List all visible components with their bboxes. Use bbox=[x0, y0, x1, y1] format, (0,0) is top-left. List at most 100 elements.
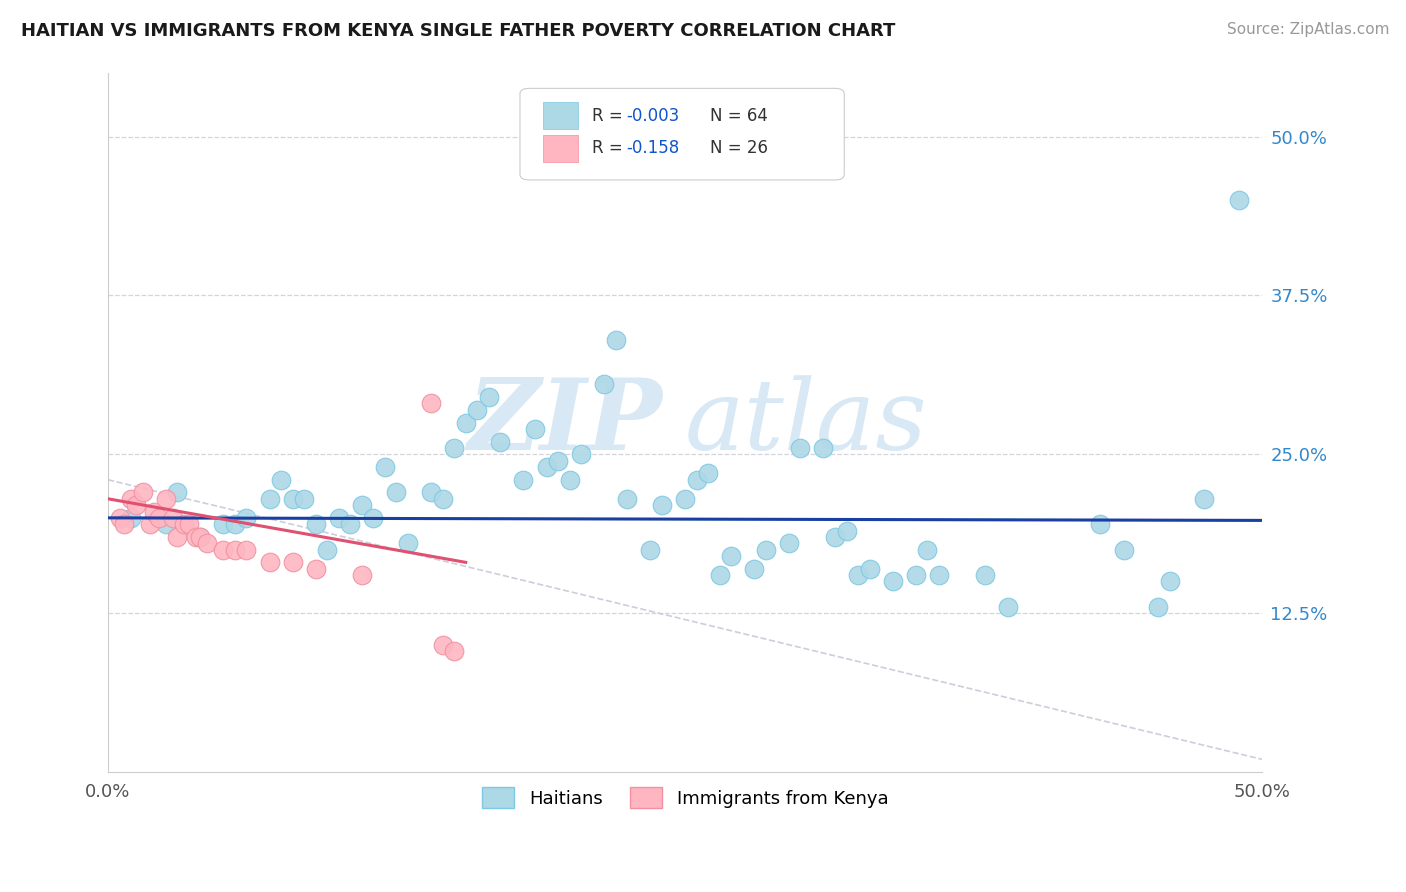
Point bbox=[1090, 517, 1112, 532]
Point bbox=[443, 644, 465, 658]
Point bbox=[212, 517, 235, 532]
Point bbox=[651, 498, 673, 512]
Point bbox=[305, 562, 328, 576]
Point bbox=[195, 536, 218, 550]
Text: -0.158: -0.158 bbox=[626, 139, 679, 158]
Point bbox=[846, 568, 869, 582]
Point bbox=[904, 568, 927, 582]
Point bbox=[478, 390, 501, 404]
Point bbox=[755, 542, 778, 557]
Point bbox=[188, 530, 211, 544]
Point bbox=[547, 453, 569, 467]
Point bbox=[270, 473, 292, 487]
Point bbox=[396, 536, 419, 550]
FancyBboxPatch shape bbox=[543, 136, 578, 161]
FancyBboxPatch shape bbox=[520, 88, 844, 180]
Point bbox=[166, 485, 188, 500]
Text: R =: R = bbox=[592, 139, 627, 158]
Point bbox=[512, 473, 534, 487]
Point bbox=[443, 441, 465, 455]
Legend: Haitians, Immigrants from Kenya: Haitians, Immigrants from Kenya bbox=[475, 780, 896, 815]
Point bbox=[859, 562, 882, 576]
Text: atlas: atlas bbox=[685, 375, 928, 470]
Point bbox=[742, 562, 765, 576]
Point bbox=[125, 498, 148, 512]
Point bbox=[685, 473, 707, 487]
Point bbox=[120, 511, 142, 525]
Point bbox=[997, 599, 1019, 614]
Point bbox=[974, 568, 997, 582]
Point bbox=[720, 549, 742, 563]
Point bbox=[184, 530, 207, 544]
Point bbox=[882, 574, 904, 589]
Point bbox=[363, 511, 385, 525]
Point bbox=[489, 434, 512, 449]
Point bbox=[374, 460, 396, 475]
Point bbox=[835, 524, 858, 538]
Point bbox=[824, 530, 846, 544]
Point bbox=[143, 504, 166, 518]
Point bbox=[385, 485, 408, 500]
Point bbox=[292, 491, 315, 506]
Point bbox=[138, 517, 160, 532]
Text: ZIP: ZIP bbox=[467, 375, 662, 471]
Text: R =: R = bbox=[592, 107, 627, 125]
Point bbox=[605, 333, 627, 347]
Point bbox=[177, 517, 200, 532]
Point bbox=[148, 511, 170, 525]
Point bbox=[212, 542, 235, 557]
Point bbox=[813, 441, 835, 455]
Point bbox=[305, 517, 328, 532]
Point bbox=[778, 536, 800, 550]
Point bbox=[673, 491, 696, 506]
FancyBboxPatch shape bbox=[543, 103, 578, 129]
Point bbox=[928, 568, 950, 582]
Point bbox=[120, 491, 142, 506]
Point bbox=[1112, 542, 1135, 557]
Point bbox=[432, 638, 454, 652]
Point bbox=[339, 517, 361, 532]
Point bbox=[789, 441, 811, 455]
Point bbox=[259, 491, 281, 506]
Point bbox=[155, 517, 177, 532]
Point bbox=[536, 460, 558, 475]
Point bbox=[1147, 599, 1170, 614]
Point bbox=[697, 467, 720, 481]
Point bbox=[235, 511, 257, 525]
Point bbox=[1194, 491, 1216, 506]
Point bbox=[224, 517, 246, 532]
Point bbox=[108, 511, 131, 525]
Point bbox=[166, 530, 188, 544]
Point bbox=[616, 491, 638, 506]
Text: -0.003: -0.003 bbox=[626, 107, 679, 125]
Point bbox=[420, 396, 443, 410]
Point bbox=[328, 511, 350, 525]
Point bbox=[558, 473, 581, 487]
Point bbox=[350, 568, 373, 582]
Point bbox=[224, 542, 246, 557]
Point bbox=[432, 491, 454, 506]
Point bbox=[917, 542, 939, 557]
Point bbox=[131, 485, 153, 500]
Point bbox=[640, 542, 662, 557]
Point bbox=[235, 542, 257, 557]
Point bbox=[316, 542, 339, 557]
Point bbox=[523, 422, 546, 436]
Point bbox=[1159, 574, 1181, 589]
Point bbox=[709, 568, 731, 582]
Point bbox=[281, 555, 304, 569]
Point bbox=[281, 491, 304, 506]
Point bbox=[188, 530, 211, 544]
Text: N = 64: N = 64 bbox=[710, 107, 768, 125]
Point bbox=[593, 377, 616, 392]
Point bbox=[569, 447, 592, 461]
Point bbox=[454, 416, 477, 430]
Text: HAITIAN VS IMMIGRANTS FROM KENYA SINGLE FATHER POVERTY CORRELATION CHART: HAITIAN VS IMMIGRANTS FROM KENYA SINGLE … bbox=[21, 22, 896, 40]
Point bbox=[112, 517, 135, 532]
Point bbox=[350, 498, 373, 512]
Point bbox=[155, 491, 177, 506]
Point bbox=[420, 485, 443, 500]
Point bbox=[465, 402, 488, 417]
Point bbox=[173, 517, 195, 532]
Point bbox=[259, 555, 281, 569]
